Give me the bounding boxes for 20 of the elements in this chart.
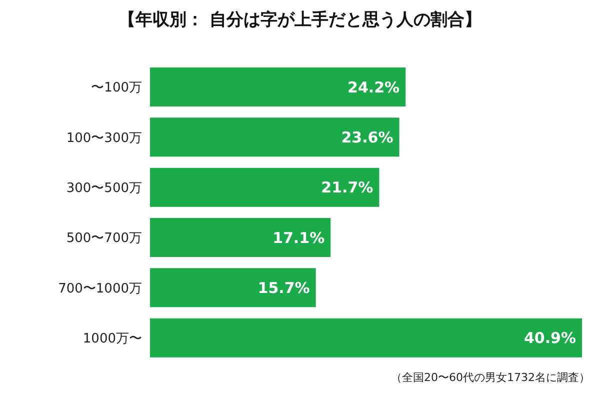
bar [150, 318, 582, 358]
text: （全国20〜60代の男女1732名に調査） [391, 370, 590, 385]
data-label: 17.1% [272, 228, 325, 247]
bar [150, 118, 400, 157]
y-tick-label: 1000万〜 [82, 332, 142, 347]
data-label: 23.6% [341, 128, 394, 147]
chart-title: 【年収別： 自分は字が上手だと思う人の割合】 [118, 9, 482, 31]
y-tick-label: 〜100万 [91, 80, 142, 96]
y-tick-label: 300〜500万 [66, 181, 142, 196]
y-tick-label: 500〜700万 [66, 231, 142, 246]
data-label: 40.9% [524, 329, 576, 348]
y-tick-label: 700〜1000万 [58, 281, 142, 296]
bar [150, 168, 380, 207]
bar [150, 268, 316, 308]
data-label: 15.7% [258, 279, 310, 298]
data-label: 21.7% [321, 178, 374, 197]
bar [150, 218, 331, 258]
data-label: 24.2% [348, 78, 400, 96]
y-tick-label: 100〜300万 [66, 130, 142, 146]
bar [150, 68, 406, 107]
